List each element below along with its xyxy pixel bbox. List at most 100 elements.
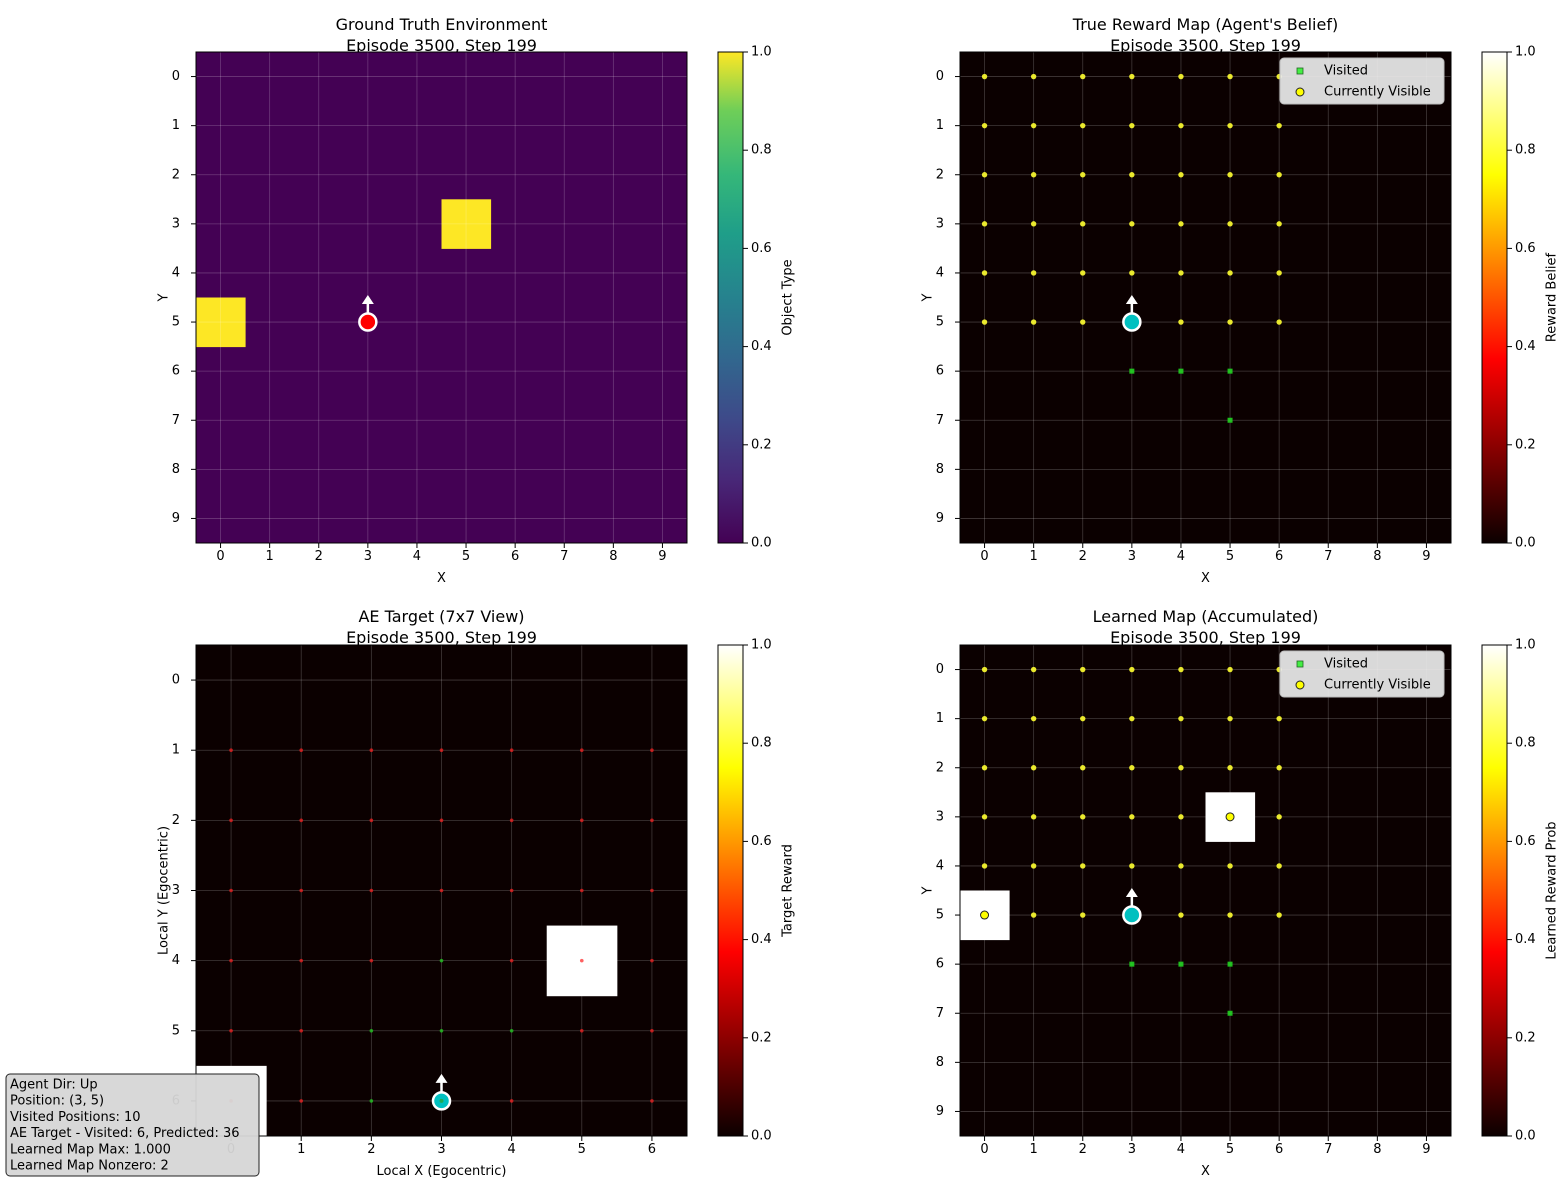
y-tick-label: 9: [936, 1104, 944, 1119]
x-tick-label: 0: [980, 1142, 988, 1157]
visible-point: [1227, 122, 1233, 129]
x-tick-label: 5: [1226, 1142, 1234, 1157]
visible-point: [1178, 319, 1184, 325]
visible-point: [1276, 765, 1282, 771]
predicted-point: [229, 958, 233, 963]
colorbar-tick-label: 0.0: [1515, 1129, 1536, 1144]
x-tick-label: 5: [1226, 549, 1234, 564]
y-tick-label: 0: [172, 69, 180, 84]
x-axis-label: X: [1201, 1164, 1210, 1179]
predicted-point: [439, 748, 444, 753]
visited-point: [1129, 368, 1135, 374]
y-tick-label: 0: [936, 69, 944, 84]
y-axis-label: Y: [921, 293, 936, 302]
visible-point: [1080, 666, 1086, 673]
y-tick-label: 4: [172, 265, 180, 280]
visible-point: [981, 814, 988, 820]
visible-point: [1276, 172, 1282, 178]
x-tick-label: 6: [648, 1142, 656, 1157]
y-tick-label: 8: [172, 462, 180, 477]
visible-point: [1178, 863, 1184, 869]
predicted-point: [439, 818, 444, 823]
visible-point: [1276, 863, 1282, 869]
visible-point: [1227, 715, 1233, 722]
colorbar-tick-label: 0.6: [1515, 241, 1536, 256]
colorbar-tick-label: 1.0: [751, 45, 772, 60]
predicted-point: [509, 818, 514, 823]
colorbar-tick-label: 0.0: [751, 1129, 772, 1144]
y-tick-label: 5: [936, 908, 944, 923]
heatmap-cell: [196, 297, 246, 348]
visited-point: [1227, 1010, 1233, 1016]
y-tick-label: 5: [172, 315, 180, 330]
visible-point: [1227, 666, 1233, 673]
visible-point: [1178, 270, 1184, 276]
predicted-point: [650, 1099, 654, 1103]
visible-point: [1030, 814, 1037, 820]
visible-point: [1178, 73, 1184, 80]
visible-point: [981, 73, 988, 80]
visible-point: [1080, 912, 1086, 918]
predicted-point: [229, 1028, 233, 1033]
predicted-point: [509, 1099, 514, 1103]
y-tick-label: 6: [172, 364, 180, 379]
predicted-point: [650, 888, 654, 893]
agent-center-dot: [439, 1098, 444, 1103]
info-line: Position: (3, 5): [10, 1094, 104, 1109]
x-tick-label: 3: [364, 549, 372, 564]
y-axis-label: Y: [157, 293, 172, 302]
legend-box: [1279, 57, 1445, 105]
y-tick-label: 8: [936, 462, 944, 477]
x-tick-label: 0: [980, 549, 988, 564]
visible-point: [1030, 319, 1037, 325]
chart-panel-2: True Reward Map (Agent's Belief) Episode …: [921, 15, 1560, 586]
predicted-point: [650, 818, 654, 823]
legend-visited-swatch: [1296, 660, 1304, 668]
x-tick-label: 6: [1275, 549, 1283, 564]
chart-title: Learned Map (Accumulated): [1093, 607, 1319, 626]
colorbar-tick-label: 0.4: [751, 932, 772, 947]
colorbar-tick-label: 0.6: [751, 241, 772, 256]
visible-point: [981, 172, 988, 178]
visited-point: [1178, 368, 1184, 374]
visible-point: [1227, 221, 1233, 227]
visible-point: [1080, 270, 1086, 276]
visible-point: [1129, 765, 1135, 771]
x-tick-label: 8: [1373, 549, 1381, 564]
x-tick-label: 6: [1275, 1142, 1283, 1157]
visible-point: [1030, 172, 1037, 178]
visible-point: [1080, 122, 1086, 129]
x-tick-label: 8: [1373, 1142, 1381, 1157]
visible-point: [1178, 122, 1184, 129]
visible-point: [1227, 912, 1233, 918]
visible-point: [1080, 715, 1086, 722]
y-tick-label: 7: [936, 413, 944, 428]
y-tick-label: 0: [172, 673, 180, 688]
visible-point: [1129, 122, 1135, 129]
colorbar-gradient: [1481, 644, 1508, 1137]
x-tick-label: 9: [1422, 549, 1430, 564]
visible-point: [1129, 221, 1135, 227]
visited-point: [1227, 368, 1233, 374]
y-tick-label: 3: [172, 216, 180, 231]
colorbar-label: Reward Belief: [1545, 252, 1560, 342]
colorbar: 0.0 0.2 0.4 0.6 0.8 1.0 Target Reward: [717, 638, 796, 1144]
visible-point: [1276, 122, 1282, 129]
chart-title: True Reward Map (Agent's Belief): [1072, 15, 1338, 34]
agent-direction-arrow-head: [435, 1073, 448, 1083]
predicted-point: [369, 958, 374, 963]
predicted-point: [579, 818, 584, 823]
visible-point: [1178, 172, 1184, 178]
predicted-point: [509, 888, 514, 893]
y-tick-label: 6: [936, 364, 944, 379]
visible-point: [1129, 172, 1135, 178]
y-tick-label: 9: [936, 511, 944, 526]
axes-frame: [959, 51, 1452, 544]
visible-point: [1276, 319, 1282, 325]
colorbar-tick-label: 0.0: [1515, 536, 1536, 551]
x-tick-label: 1: [1030, 1142, 1038, 1157]
colorbar-tick-label: 0.0: [751, 536, 772, 551]
visible-point: [1129, 863, 1135, 869]
legend-label: Visited: [1324, 64, 1368, 79]
